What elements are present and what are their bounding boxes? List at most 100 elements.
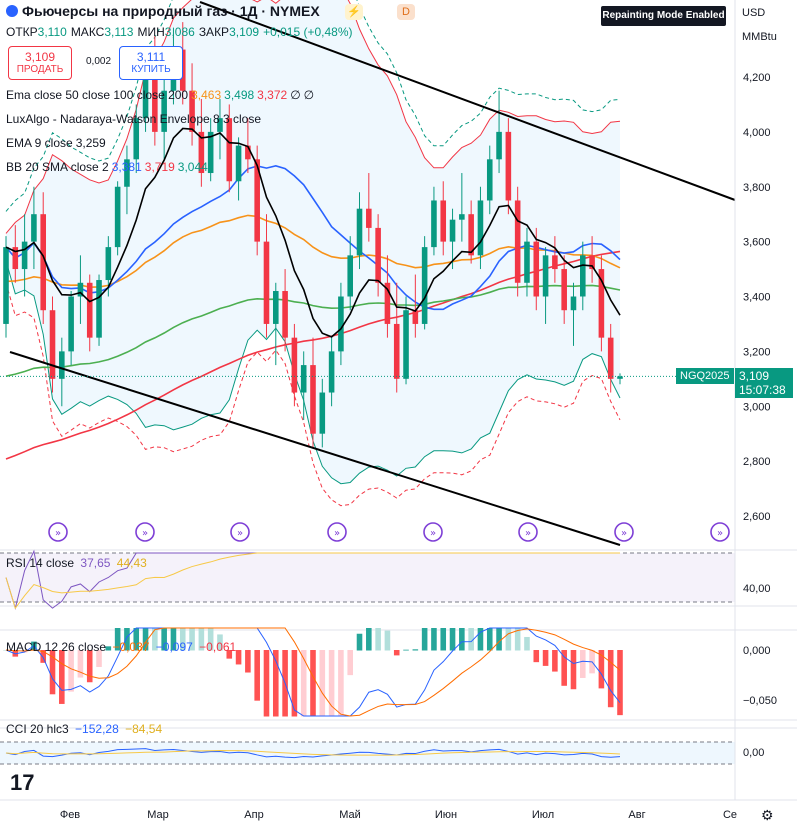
candle-body	[310, 365, 316, 434]
macd-histogram-bar	[514, 628, 521, 651]
indicator-legend-3[interactable]: BB 20 SMA close 2 3,381 3,719 3,044	[6, 160, 211, 174]
candle-body	[496, 131, 502, 160]
macd-histogram-bar	[319, 650, 326, 717]
macd-legend: MACD 12 26 close −0,037 −0,097 −0,061	[6, 640, 239, 654]
candle-body	[291, 337, 298, 393]
rsi-label: RSI 14 close	[6, 556, 75, 570]
rsi-ma-line	[5, 552, 620, 610]
candle-body	[607, 337, 614, 379]
y-tick-label: 3,000	[743, 401, 771, 413]
candle-body	[21, 241, 28, 270]
macd-histogram-bar	[403, 649, 409, 651]
macd-histogram-bar	[449, 628, 456, 651]
bollinger-fill	[6, 0, 620, 484]
indicator-value: 3,381	[111, 160, 142, 174]
sell-button[interactable]: 3,109 ПРОДАТЬ	[8, 46, 72, 80]
event-marker-icon	[710, 522, 730, 542]
indicator-legend-1[interactable]: LuxAlgo - Nadaraya-Watson Envelope 8 3 c…	[6, 112, 264, 126]
candle-body	[533, 241, 540, 297]
macd-histogram-bar	[235, 650, 242, 665]
macd-histogram-bar	[366, 628, 372, 651]
candle-body	[3, 247, 9, 324]
candle-body	[505, 131, 512, 201]
macd-histogram-bar	[310, 650, 316, 717]
rsi-band	[0, 553, 735, 602]
x-tick-label: Се	[723, 809, 737, 821]
macd-histogram-bar	[96, 650, 102, 667]
ohlc-value-1: 3,113	[104, 25, 134, 39]
macd-histogram-bar	[68, 650, 74, 692]
candle-body	[245, 145, 251, 160]
y-tick-label: 2,600	[743, 511, 771, 523]
candle-body	[207, 131, 214, 174]
indicator-value: 3,044	[177, 160, 208, 174]
unit-select[interactable]: MMBtu	[742, 31, 777, 43]
macd-histogram-bar	[263, 650, 270, 717]
event-marker-icon	[135, 522, 155, 542]
indicator-legend-0[interactable]: Ema close 50 close 100 close 200 3,463 3,4…	[6, 88, 317, 102]
y-tick-label: 4,200	[743, 72, 771, 84]
indicator-value: ∅	[303, 88, 315, 102]
last-price-tag: 3,109 15:07:38	[735, 368, 793, 399]
lower-trendline	[9, 351, 621, 546]
macd-histogram-bar	[59, 650, 65, 704]
candle-body	[412, 310, 419, 324]
y-tick-label: 2,800	[743, 456, 771, 468]
macd-histogram-bar	[356, 633, 363, 651]
x-tick-label: Июн	[435, 809, 457, 821]
event-marker-icon	[518, 522, 538, 542]
tradingview-logo[interactable]: 17	[10, 770, 35, 795]
candle-body	[514, 200, 521, 283]
bollinger-upper-line	[5, 0, 621, 234]
cci-legend: CCI 20 hlc3 −152,28 −84,54	[6, 722, 165, 736]
macd-histogram-bar	[245, 650, 251, 673]
candle-body	[31, 214, 37, 242]
candle-body	[142, 63, 149, 119]
macd-histogram-bar	[431, 628, 437, 651]
candle-body	[226, 118, 233, 182]
macd-hist-value: −0,037	[112, 640, 150, 654]
sell-price: 3,109	[24, 50, 56, 64]
candle-body	[347, 255, 354, 297]
y-tick-label: 4,000	[743, 127, 771, 139]
candle-body	[49, 310, 56, 379]
gear-icon[interactable]: ⚙	[761, 807, 774, 823]
macd-histogram-bar	[254, 650, 260, 701]
candle-body	[105, 247, 112, 281]
ohlc-legend: ОТКР3,110 МАКС3,113 МИН3,086 ЗАКР3,109 +0,01…	[6, 25, 357, 39]
alert-badge-icon[interactable]: ⚡	[345, 4, 363, 20]
macd-line	[5, 627, 621, 717]
indicator-value: 3,463	[191, 88, 222, 102]
candle-body	[198, 131, 205, 174]
macd-histogram-bar	[133, 628, 140, 651]
macd-histogram-bar	[226, 650, 233, 659]
candle-body	[421, 247, 428, 324]
event-marker-glyph: »	[621, 528, 627, 539]
ohlc-value-2: 3,086	[164, 25, 195, 39]
candle-body	[189, 90, 195, 132]
y-tick-label: 3,200	[743, 346, 771, 358]
candle-body	[328, 351, 335, 393]
ohlc-value-0: 3,110	[37, 25, 67, 39]
data-badge[interactable]: D	[397, 4, 415, 20]
macd-histogram-bar	[105, 646, 112, 651]
candle-body	[282, 291, 288, 338]
currency-select[interactable]: USD	[742, 7, 766, 19]
candle-body	[338, 296, 344, 352]
macd-histogram-bar	[86, 650, 93, 683]
macd-signal-value: −0,061	[199, 640, 237, 654]
envelope-lower-line	[5, 282, 621, 507]
candle-body	[12, 247, 19, 270]
buy-button[interactable]: 3,111 КУПИТЬ	[119, 46, 183, 80]
event-marker-glyph: »	[237, 528, 243, 539]
indicator-legend-2[interactable]: EMA 9 close 3,259	[6, 136, 109, 150]
candle-body	[542, 255, 549, 297]
chart-title[interactable]: Фьючерсы на природный газ · 1Д · NYMEX	[6, 3, 320, 19]
event-marker-icon	[423, 522, 443, 542]
candle-body	[161, 90, 167, 132]
candle-body	[449, 219, 456, 242]
macd-histogram-bar	[179, 628, 186, 651]
x-tick-label: Май	[339, 809, 361, 821]
macd-histogram-bar	[468, 628, 474, 651]
